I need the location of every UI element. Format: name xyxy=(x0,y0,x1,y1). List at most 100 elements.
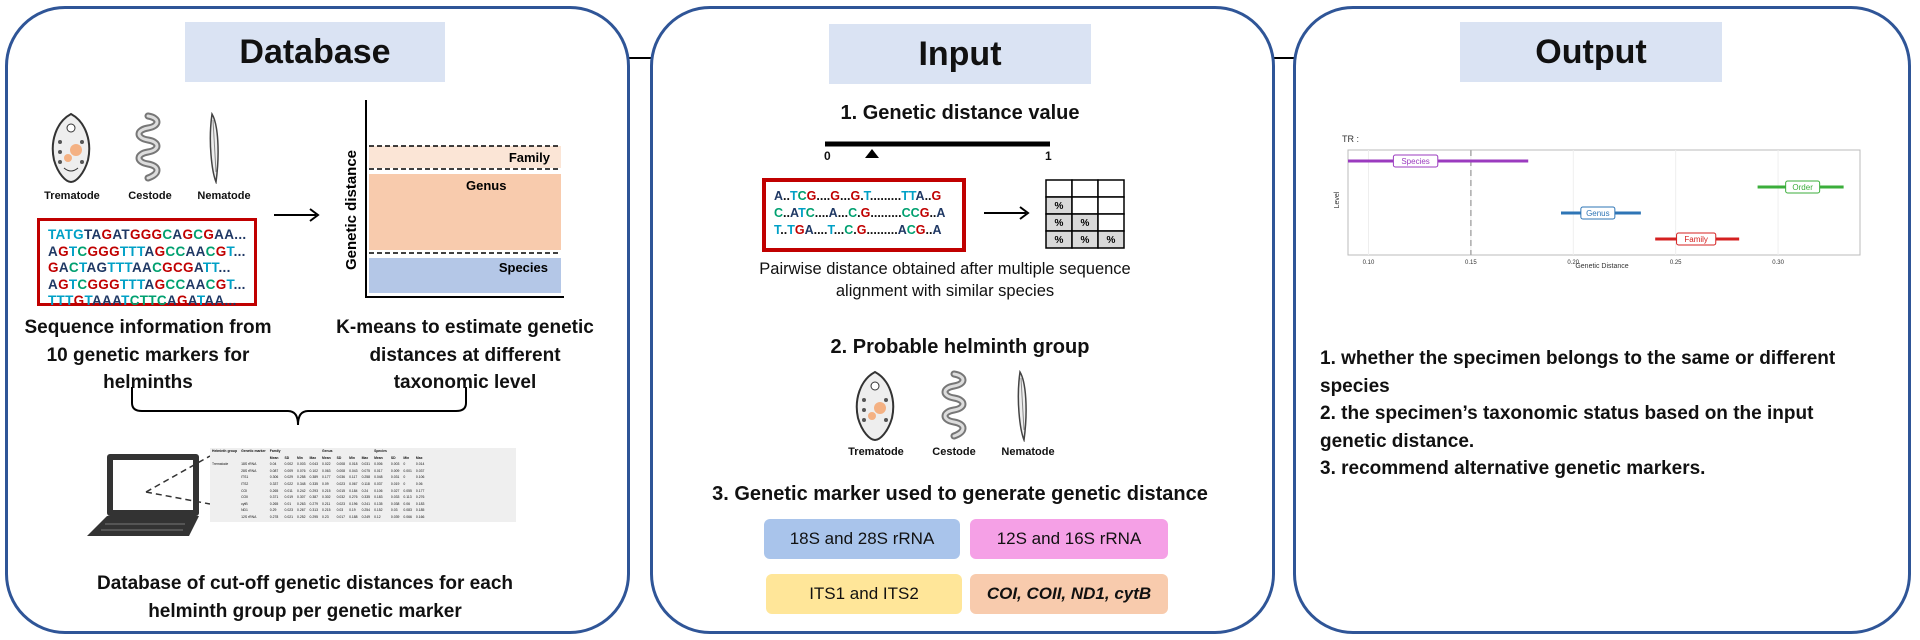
interval-label-family: Family xyxy=(1684,235,1708,244)
table-cell xyxy=(401,448,414,455)
table-row: Helminth group Genetic marker Family Genus S… xyxy=(210,448,426,455)
table-cell: 0.371 xyxy=(269,495,279,500)
table-cell: 0.215 xyxy=(360,521,373,523)
sequence-segment: T xyxy=(226,276,234,292)
table-cell: Max xyxy=(309,455,317,460)
table-cell: 0.015 xyxy=(283,521,296,523)
table-cell: SD xyxy=(284,455,290,460)
table-cell xyxy=(239,455,268,462)
table-cell: 18S rRNA xyxy=(241,462,257,467)
table-row: 16S rRNA0.2440.0150.210.270.1810.0220.15… xyxy=(210,521,427,523)
alignment-segment: G xyxy=(850,189,861,203)
table-cell: 0.337 xyxy=(269,481,279,486)
sequence-segment: ... xyxy=(218,260,231,275)
table-cell: Family xyxy=(269,449,281,453)
sequence-segment: G xyxy=(154,243,166,259)
table-cell: 16S rRNA xyxy=(239,521,268,523)
table-cell: 0.241 xyxy=(361,501,371,506)
table-cell: 0.076 xyxy=(297,468,306,473)
plot-xlabel: Genetic Distance xyxy=(1575,263,1628,270)
table-cell: 12S rRNA xyxy=(241,514,257,519)
table-cell: 0.188 xyxy=(349,514,358,519)
sequence-segment: CTTC xyxy=(129,293,167,308)
trematode-label: Trematode xyxy=(44,190,100,202)
table-cell: 0.252 xyxy=(297,514,306,519)
sequence-segment: AA xyxy=(185,243,206,259)
table-cell: 0.348 xyxy=(297,481,306,486)
alignment-segment: C xyxy=(797,189,807,203)
alignment-segment: A xyxy=(932,223,942,237)
table-cell xyxy=(210,501,239,508)
marker-mito: COI, COII, ND1, cytB xyxy=(970,574,1168,614)
sequence-segment: TTT xyxy=(107,260,132,275)
table-cell: 0 xyxy=(403,481,406,486)
table-cell: SD xyxy=(390,455,396,460)
table-cell: 0.113 xyxy=(403,495,412,500)
alignment-segment: G xyxy=(830,189,841,203)
sequence-segment: G xyxy=(183,260,194,275)
interval-label-box xyxy=(1676,232,1717,246)
species-band-label: Species xyxy=(499,260,548,275)
matrix-percent: % xyxy=(1055,218,1064,229)
table-row: Trematode 18S rRNA 0.04 0.002 0.003 0.043 0.02… xyxy=(210,461,426,468)
interval-label-species: Species xyxy=(1401,157,1429,166)
alignment-segment: .. xyxy=(780,223,788,237)
alignment-line: A..TCG....G...G.T.........TTA..G xyxy=(774,188,954,205)
table-cell: 0.023 xyxy=(336,481,346,486)
distance-scale xyxy=(825,141,1050,158)
sequence-segment: G xyxy=(176,293,188,308)
alignment-segment: .. xyxy=(925,223,933,237)
table-cell xyxy=(347,448,360,455)
x-tick-label: 0.30 xyxy=(1772,260,1784,266)
table-cell: Min xyxy=(349,455,355,460)
alignment-segment: G xyxy=(806,189,817,203)
table-cell: 0.037 xyxy=(415,468,425,473)
table-cell: Mean xyxy=(374,455,383,460)
alignment-segment: A xyxy=(828,206,838,220)
laptop-icon xyxy=(87,454,199,536)
database-title: Database xyxy=(185,22,445,82)
sequence-segment: GGG xyxy=(87,243,120,259)
table-cell xyxy=(210,488,239,495)
table-cell: 0.276 xyxy=(349,495,358,500)
alignment-segment: . xyxy=(853,223,857,237)
interval-label-box xyxy=(1580,206,1616,220)
alignment-segment: TT xyxy=(901,189,916,203)
alignment-segment: A xyxy=(915,189,925,203)
table-cell: 0.302 xyxy=(322,495,331,500)
table-cell xyxy=(210,514,239,521)
table-cell: Mean xyxy=(269,455,279,460)
alignment-segment: G xyxy=(931,189,942,203)
table-cell: 0.032 xyxy=(336,495,346,500)
table-cell: 0.27 xyxy=(308,521,321,523)
x-tick-label: 0.25 xyxy=(1670,260,1682,266)
sequence-segment: A xyxy=(172,227,183,242)
table-cell: 0.023 xyxy=(284,508,294,513)
alignment-box: A..TCG....G...G.T.........TTA..G C..ATC.… xyxy=(762,178,966,252)
interval-label-genus: Genus xyxy=(1586,209,1610,218)
arrow-sequence-to-kmeans xyxy=(274,208,320,222)
table-cell: Genus xyxy=(322,449,333,453)
table-cell: 0.022 xyxy=(335,521,348,523)
sequence-segment: GGG xyxy=(129,227,163,242)
alignment-segment: .... xyxy=(816,189,831,203)
table-row: Mean SD Min Max Mean SD Min Max Mean SD Min Max xyxy=(210,455,426,462)
table-cell xyxy=(210,468,239,475)
family-band-label: Family xyxy=(509,150,551,165)
table-cell: 0.152 xyxy=(374,508,383,513)
sequence-line: AGTCGGGTTTAGCCAACGT... xyxy=(48,244,248,261)
sequence-segment: A xyxy=(48,243,59,259)
alignment-segment: C xyxy=(848,206,858,220)
table-cell: 0.157 xyxy=(414,521,427,523)
step1-label: 1. Genetic distance value xyxy=(840,102,1080,124)
sequence-line: GACTAGTTTAACGCGATT... xyxy=(48,260,248,277)
table-cell: Helminth group xyxy=(212,449,238,453)
table-cell: Max xyxy=(415,455,423,460)
x-tick-label: 0.15 xyxy=(1465,260,1477,266)
alignment-segment: G xyxy=(794,223,805,237)
arrow-alignment-to-matrix xyxy=(984,206,1030,220)
table-cell: 0.293 xyxy=(309,488,319,493)
sequence-segment: T xyxy=(68,243,78,259)
sequence-segment: GGG xyxy=(87,276,120,292)
sequence-segment: G xyxy=(154,276,166,292)
